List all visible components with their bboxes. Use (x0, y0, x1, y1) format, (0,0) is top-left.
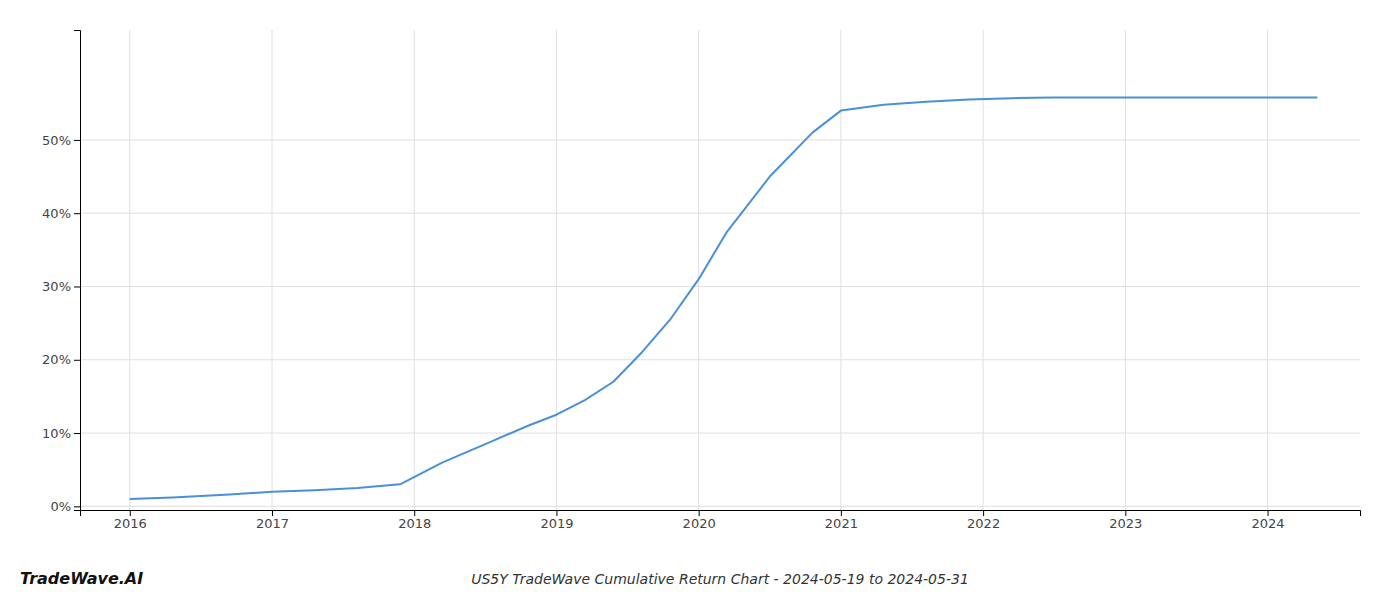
grid-line-x (983, 30, 984, 510)
x-tick-label: 2021 (825, 516, 858, 531)
grid-line-x (129, 30, 130, 510)
grid-line-y (80, 506, 1360, 507)
x-tick: 2022 (967, 510, 1000, 531)
x-tick: 2020 (683, 510, 716, 531)
y-tick-mark (74, 213, 80, 214)
grid-line-x (272, 30, 273, 510)
y-tick: 40% (42, 206, 80, 221)
x-tick-label: 2023 (1109, 516, 1142, 531)
x-tick-mark (414, 510, 415, 516)
y-tick-label: 40% (42, 206, 71, 221)
grid-line-x (1125, 30, 1126, 510)
y-tick-label: 10% (42, 426, 71, 441)
x-tick-label: 2020 (683, 516, 716, 531)
x-tick: 2017 (256, 510, 289, 531)
x-axis-line (81, 511, 1361, 517)
x-tick-mark (983, 510, 984, 516)
x-tick-label: 2019 (540, 516, 573, 531)
grid-line-x (1267, 30, 1268, 510)
x-tick-mark (1268, 510, 1269, 516)
x-tick-mark (556, 510, 557, 516)
x-tick-mark (1125, 510, 1126, 516)
y-tick-label: 20% (42, 352, 71, 367)
x-tick: 2018 (398, 510, 431, 531)
y-tick: 20% (42, 352, 80, 367)
x-tick: 2019 (540, 510, 573, 531)
x-tick: 2016 (114, 510, 147, 531)
y-tick: 0% (50, 499, 80, 514)
y-axis: 0% 10% 20% 30% 40% 50% (42, 31, 80, 514)
y-tick-mark (74, 286, 80, 287)
x-tick-label: 2018 (398, 516, 431, 531)
title: US5Y TradeWave Cumulative Return Chart -… (471, 571, 969, 587)
y-tick-label: 50% (42, 133, 71, 148)
grid-line-x (556, 30, 557, 510)
grid (80, 30, 1360, 510)
y-tick-mark (74, 433, 80, 434)
y-tick: 50% (42, 133, 80, 148)
y-tick-label: 30% (42, 279, 71, 294)
x-tick-label: 2016 (114, 516, 147, 531)
y-tick-mark (74, 360, 80, 361)
y-tick-mark (74, 506, 80, 507)
annotation: TradeWave.AI (20, 569, 143, 588)
x-tick-mark (130, 510, 131, 516)
x-tick-mark (272, 510, 273, 516)
grid-line-y (80, 213, 1360, 214)
grid-line-y (80, 139, 1360, 140)
y-tick-mark (74, 140, 80, 141)
grid-line-y (80, 359, 1360, 360)
x-tick-mark (841, 510, 842, 516)
x-tick: 2021 (825, 510, 858, 531)
grid-line-x (698, 30, 699, 510)
x-axis: 2016 2017 2018 2019 2020 2021 2022 2023 2024 (81, 510, 1361, 531)
line (130, 97, 1318, 499)
grid-line-y (80, 433, 1360, 434)
y-tick: 10% (42, 426, 80, 441)
grid-line-y (80, 286, 1360, 287)
chart: 2016 2017 2018 2019 2020 2021 2022 2023 2024 0% 10… (0, 0, 1400, 600)
x-tick: 2023 (1109, 510, 1142, 531)
y-tick-label: 0% (50, 499, 71, 514)
x-tick-label: 2024 (1252, 516, 1285, 531)
y-axis-line (74, 31, 81, 511)
x-tick-mark (699, 510, 700, 516)
x-tick-label: 2017 (256, 516, 289, 531)
y-tick: 30% (42, 279, 80, 294)
marks (130, 97, 1318, 499)
x-tick: 2024 (1252, 510, 1285, 531)
grid-line-x (414, 30, 415, 510)
plot: 2016 2017 2018 2019 2020 2021 2022 2023 2024 0% 10… (42, 30, 1360, 531)
x-tick-label: 2022 (967, 516, 1000, 531)
grid-line-x (840, 30, 841, 510)
